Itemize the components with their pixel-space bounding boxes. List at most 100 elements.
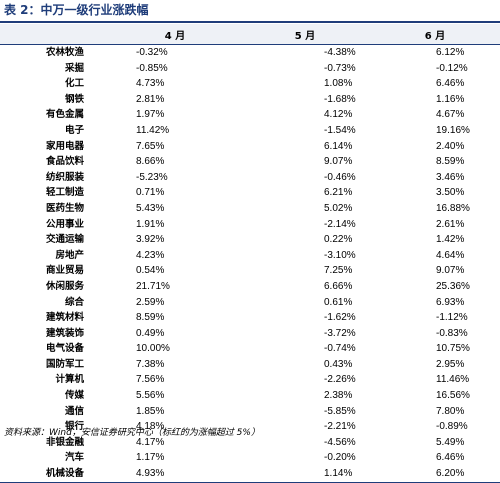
june-return-cell: 2.40% xyxy=(436,140,465,152)
industry-name-cell: 钢铁 xyxy=(64,93,84,105)
industry-name-cell: 非银金融 xyxy=(45,436,84,448)
june-return-cell: -0.89% xyxy=(436,421,468,433)
industry-name-cell: 机械设备 xyxy=(0,466,110,483)
april-return-cell: 7.65% xyxy=(136,140,165,152)
june-return-cell: -1.12% xyxy=(436,312,468,324)
may-return-cell: 1.14% xyxy=(240,466,370,483)
table-row: 农林牧渔 -0.32% -4.38% 6.12% xyxy=(0,45,500,61)
may-return-cell: 0.22% xyxy=(324,234,353,246)
table-row: 化工 4.73% 1.08% 6.46% xyxy=(0,76,500,92)
may-return-cell: -4.38% xyxy=(324,47,356,58)
april-return-cell: 4.17% xyxy=(136,436,165,448)
june-return-cell: 3.46% xyxy=(436,171,465,183)
may-return-cell: -0.46% xyxy=(324,171,356,183)
june-return-cell: 7.80% xyxy=(436,405,465,417)
table-body: 农林牧渔 -0.32% -4.38% 6.12% 采掘 -0.85% -0.73% -0.12… xyxy=(0,45,500,483)
source-note: 资料来源：Wind，安信证券研究中心（标红的为涨幅超过 5%） xyxy=(4,428,260,438)
april-return-cell: 4.73% xyxy=(136,78,165,90)
april-return-cell: 0.49% xyxy=(136,327,165,339)
april-return-cell: 0.71% xyxy=(136,187,165,199)
april-return-cell: 10.00% xyxy=(136,343,170,355)
april-return-cell: 0.54% xyxy=(136,265,165,277)
table-title: 表 2：中万一级行业涨跌幅 xyxy=(4,3,149,17)
title-divider xyxy=(0,21,500,23)
may-return-cell: 6.21% xyxy=(324,187,353,199)
april-return-cell: 1.91% xyxy=(136,218,165,230)
may-return-cell: -2.21% xyxy=(324,421,356,433)
industry-name-cell: 电子 xyxy=(64,124,84,136)
june-return-cell: 16.56% xyxy=(436,390,470,402)
june-return-cell: 6.93% xyxy=(436,296,465,308)
table-row: 非银金融 4.17% -4.56% 5.49% xyxy=(0,435,500,451)
june-return-cell: 6.46% xyxy=(436,452,465,464)
april-return-cell: 2.59% xyxy=(136,296,165,308)
april-return-cell: 8.59% xyxy=(136,312,165,324)
april-return-cell: 11.42% xyxy=(136,124,170,136)
may-return-cell: 6.66% xyxy=(324,280,353,292)
may-return-cell: -3.10% xyxy=(324,249,356,261)
table-row: 医药生物 5.43% 5.02% 16.88% xyxy=(0,201,500,217)
industry-name-cell: 综合 xyxy=(64,296,84,308)
table-row: 食品饮料 8.66% 9.07% 8.59% xyxy=(0,154,500,170)
may-return-cell: 5.02% xyxy=(324,202,353,214)
june-return-cell: 9.07% xyxy=(436,265,465,277)
june-return-cell: 19.16% xyxy=(436,124,470,136)
june-return-cell: 6.12% xyxy=(436,47,465,58)
may-return-cell: -1.68% xyxy=(324,93,356,105)
industry-name-cell: 房地产 xyxy=(55,249,84,261)
april-return-cell: 4.18% xyxy=(136,421,165,433)
industry-name-cell: 农林牧渔 xyxy=(45,47,84,58)
june-return-cell: 6.46% xyxy=(436,78,465,90)
industry-name-cell: 国防军工 xyxy=(45,358,84,370)
industry-name-cell: 采掘 xyxy=(64,62,84,74)
april-return-cell: 1.17% xyxy=(136,452,165,464)
table-row: 家用电器 7.65% 6.14% 2.40% xyxy=(0,139,500,155)
april-return-cell: 1.97% xyxy=(136,109,165,121)
april-return-cell: 8.66% xyxy=(136,156,165,168)
may-return-cell: -3.72% xyxy=(324,327,356,339)
table-row: 采掘 -0.85% -0.73% -0.12% xyxy=(0,61,500,77)
april-return-cell: -5.23% xyxy=(136,171,168,183)
april-return-cell: -0.32% xyxy=(136,47,168,58)
industry-name-cell: 化工 xyxy=(64,78,84,90)
april-return-cell: -0.85% xyxy=(136,62,168,74)
table-row: 商业贸易 0.54% 7.25% 9.07% xyxy=(0,263,500,279)
industry-name-cell: 食品饮料 xyxy=(45,156,84,168)
may-return-cell: -1.62% xyxy=(324,312,356,324)
industry-name-cell: 建筑装饰 xyxy=(45,327,84,339)
table-row: 房地产 4.23% -3.10% 4.64% xyxy=(0,248,500,264)
industry-name-cell: 家用电器 xyxy=(45,140,84,152)
industry-name-cell: 计算机 xyxy=(55,374,84,386)
industry-name-cell: 建筑材料 xyxy=(45,312,84,324)
table-row: 综合 2.59% 0.61% 6.93% xyxy=(0,295,500,311)
june-return-cell: -0.83% xyxy=(436,327,468,339)
may-return-cell: 0.61% xyxy=(324,296,353,308)
industry-name-cell: 通信 xyxy=(64,405,84,417)
june-return-cell: 3.50% xyxy=(436,187,465,199)
april-return-cell: 7.56% xyxy=(136,374,165,386)
industry-name-cell: 医药生物 xyxy=(45,202,84,214)
april-return-cell: 21.71% xyxy=(136,280,170,292)
table-row: 轻工制造 0.71% 6.21% 3.50% xyxy=(0,185,500,201)
industry-name-cell: 休闲服务 xyxy=(45,280,84,292)
table-header-row: 4 月 5 月 6 月 xyxy=(0,24,500,45)
table-row: 国防军工 7.38% 0.43% 2.95% xyxy=(0,357,500,373)
industry-name-cell: 纺织服装 xyxy=(45,171,84,183)
may-return-cell: 2.38% xyxy=(324,390,353,402)
june-return-cell: 25.36% xyxy=(436,280,470,292)
june-return-cell: 11.46% xyxy=(436,374,470,386)
table-row: 建筑材料 8.59% -1.62% -1.12% xyxy=(0,310,500,326)
table-row: 传媒 5.56% 2.38% 16.56% xyxy=(0,388,500,404)
april-return-cell: 3.92% xyxy=(136,234,165,246)
table-row: 机械设备 4.93% 1.14% 6.20% xyxy=(0,466,500,483)
table-row: 银行 4.18% -2.21% -0.89% xyxy=(0,419,500,435)
table-row: 通信 1.85% -5.85% 7.80% xyxy=(0,404,500,420)
table-row: 电子 11.42% -1.54% 19.16% xyxy=(0,123,500,139)
june-return-cell: -0.12% xyxy=(436,62,468,74)
may-return-cell: -2.14% xyxy=(324,218,356,230)
april-return-cell: 5.56% xyxy=(136,390,165,402)
column-header-june: 6 月 xyxy=(370,24,500,45)
industry-name-cell: 公用事业 xyxy=(45,218,84,230)
june-return-cell: 1.16% xyxy=(436,93,465,105)
may-return-cell: 0.43% xyxy=(324,358,353,370)
